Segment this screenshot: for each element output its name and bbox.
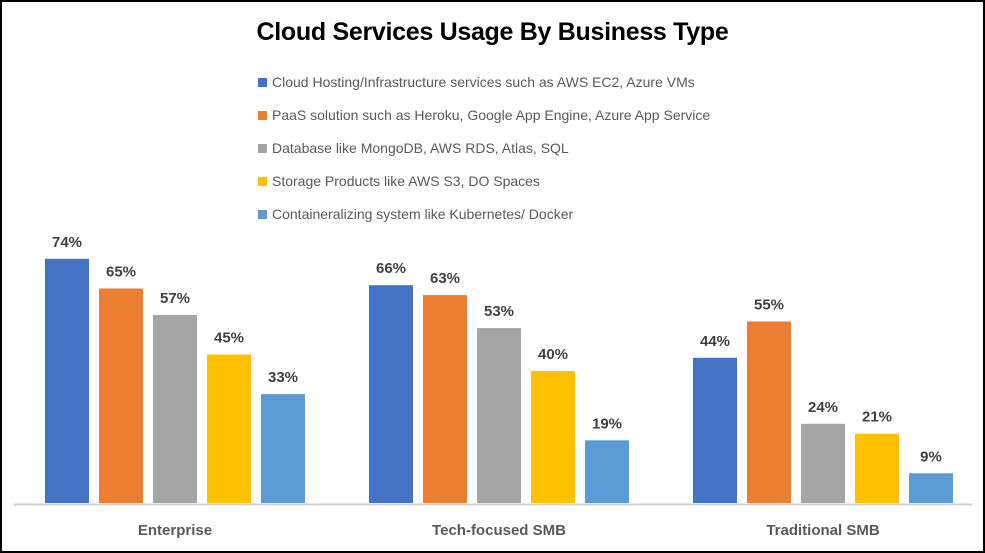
bar [369, 285, 413, 503]
bar [855, 433, 899, 503]
x-tick-label: Traditional SMB [766, 522, 880, 539]
bar [747, 321, 791, 503]
bar [693, 357, 737, 503]
legend-label: Database like MongoDB, AWS RDS, Atlas, S… [272, 140, 569, 156]
data-label: 21% [862, 409, 892, 426]
legend-swatch [258, 143, 267, 153]
legend-item: Containeralizing system like Kubernetes/… [258, 205, 573, 223]
legend-label: Cloud Hosting/Infrastructure services su… [272, 74, 695, 90]
data-label: 53% [484, 303, 514, 320]
legend-item: Storage Products like AWS S3, DO Spaces [258, 172, 540, 190]
bar [477, 328, 521, 503]
data-label: 33% [268, 369, 298, 386]
legend-label: PaaS solution such as Heroku, Google App… [272, 107, 711, 123]
data-label: 9% [920, 448, 942, 465]
bar [153, 314, 197, 503]
data-label: 65% [106, 264, 136, 281]
bar [99, 288, 143, 503]
data-label: 63% [430, 270, 460, 287]
data-label: 24% [808, 399, 838, 416]
data-label: 19% [592, 415, 622, 432]
legend-label: Containeralizing system like Kubernetes/… [272, 206, 574, 222]
data-label: 57% [160, 290, 190, 307]
data-label: 44% [700, 333, 730, 350]
chart-title: Cloud Services Usage By Business Type [256, 18, 729, 46]
data-label: 40% [538, 346, 568, 363]
data-label: 55% [754, 297, 784, 314]
bar [801, 423, 845, 503]
bar [45, 258, 89, 503]
bar [261, 394, 305, 503]
data-label: 45% [214, 330, 244, 347]
legend-swatch [258, 176, 267, 186]
legend-swatch [258, 110, 267, 120]
legend-item: Cloud Hosting/Infrastructure services su… [258, 73, 695, 91]
legend-swatch [258, 77, 267, 87]
x-tick-label: Enterprise [138, 522, 212, 539]
legend-item: Database like MongoDB, AWS RDS, Atlas, S… [258, 139, 569, 157]
legend-item: PaaS solution such as Heroku, Google App… [258, 106, 710, 124]
x-tick-label: Tech-focused SMB [432, 522, 566, 539]
bar [423, 295, 467, 503]
bar [531, 371, 575, 503]
legend-label: Storage Products like AWS S3, DO Spaces [272, 173, 540, 189]
legend-swatch [258, 209, 267, 219]
data-label: 66% [376, 260, 406, 277]
bar [909, 473, 953, 503]
data-label: 74% [52, 234, 82, 251]
bar [585, 440, 629, 503]
bar [207, 354, 251, 503]
